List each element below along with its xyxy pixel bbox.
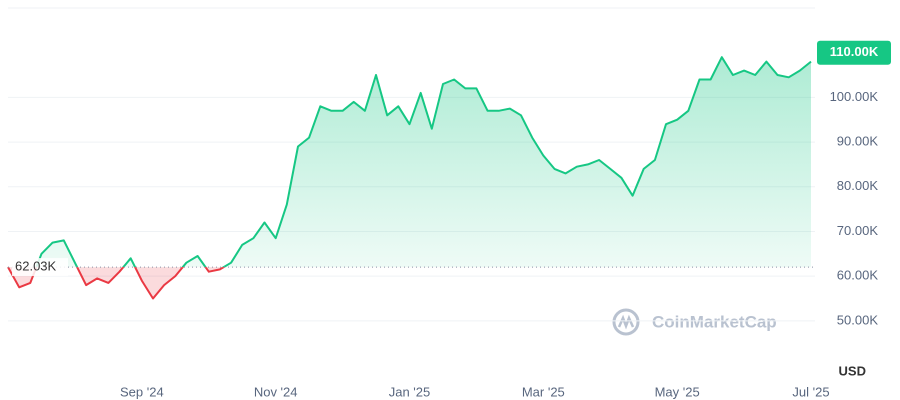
y-tick-label: 100.00K [830, 89, 879, 104]
currency-label: USD [839, 363, 866, 378]
watermark-text: CoinMarketCap [652, 312, 777, 331]
x-tick-label: Sep '24 [120, 384, 164, 399]
y-tick-label: 60.00K [837, 268, 879, 283]
price-line-down [7, 267, 226, 300]
baseline-label: 62.03K [15, 259, 57, 274]
y-tick-label: 70.00K [837, 223, 879, 238]
y-tick-label: 80.00K [837, 178, 879, 193]
area-down [8, 267, 811, 299]
price-line-up [8, 56, 812, 268]
current-price-badge [817, 40, 891, 65]
y-tick-label: 50.00K [837, 312, 879, 327]
x-tick-label: Mar '25 [522, 384, 565, 399]
y-tick-label: 90.00K [837, 134, 879, 149]
baseline-label-bg [12, 258, 68, 277]
x-tick-label: May '25 [655, 384, 700, 399]
x-tick-label: Nov '24 [254, 384, 298, 399]
x-tick-label: Jan '25 [389, 384, 431, 399]
x-tick-label: Jul '25 [792, 384, 829, 399]
current-price-label: 110.00K [830, 44, 879, 59]
area-up [36, 57, 811, 268]
watermark: CoinMarketCap [612, 308, 777, 336]
